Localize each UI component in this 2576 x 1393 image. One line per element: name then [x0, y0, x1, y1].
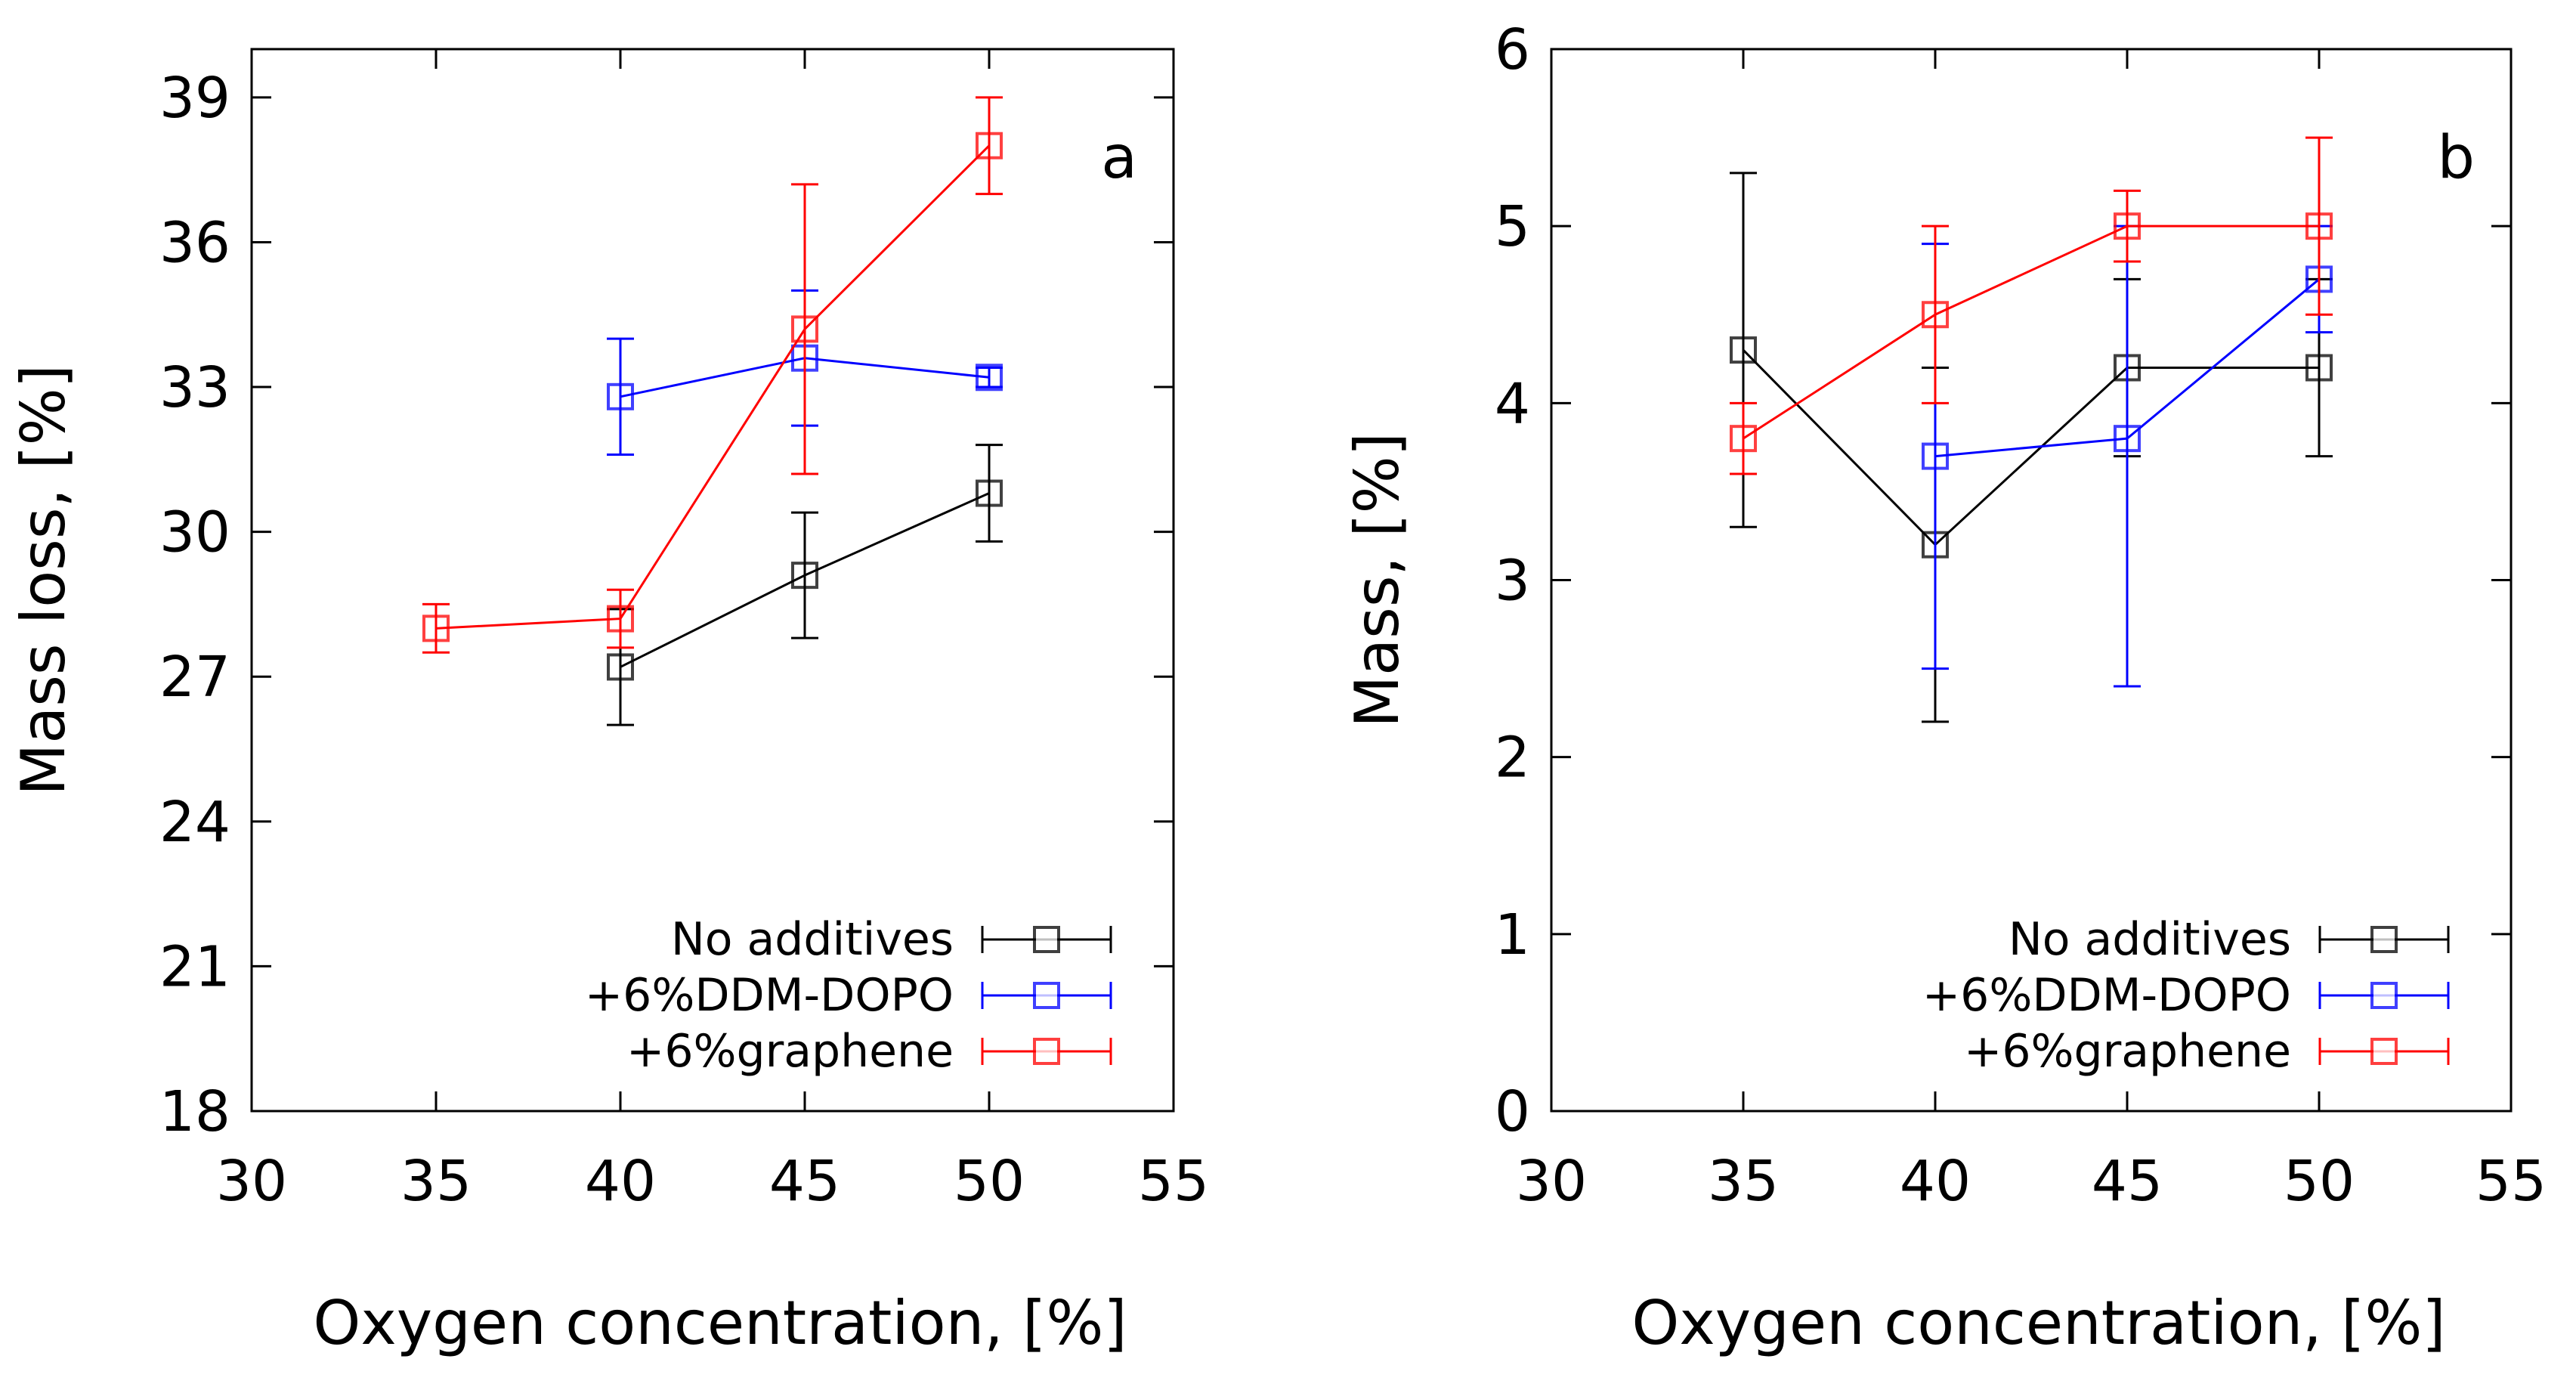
series-no-additives: [607, 444, 1003, 726]
legend-marker: [2370, 982, 2398, 1009]
x-tick-label: 55: [1138, 1149, 1209, 1214]
x-tick-label: 50: [954, 1149, 1025, 1214]
legend-label: +6%DDM-DOPO: [1922, 969, 2291, 1022]
x-tick-label: 35: [400, 1149, 472, 1214]
series--6-graphene: [1730, 136, 2333, 475]
y-tick-label: 24: [159, 790, 230, 855]
y-axis-label: Mass loss, [%]: [8, 364, 79, 796]
chart-panel-a: 30 35 40 45 50 55 18 21 24 27 30 33 36 39 Oxygen conce…: [8, 48, 1209, 1358]
x-axis-label: Oxygen concentration, [%]: [1631, 1288, 2445, 1358]
series--6-ddm-dopo: [1922, 224, 2333, 688]
x-tick-label: 30: [1516, 1149, 1587, 1214]
y-tick-label: 21: [159, 934, 230, 999]
x-tick-label: 45: [2092, 1149, 2163, 1214]
series-line: [435, 144, 991, 630]
y-tick-label: 0: [1495, 1079, 1530, 1144]
x-tick-label: 45: [769, 1149, 840, 1214]
y-axis-label: Mass, [%]: [1342, 432, 1412, 728]
legend-label: +6%graphene: [626, 1025, 954, 1078]
panel-label: a: [1101, 124, 1137, 192]
legend-label: No additives: [2009, 913, 2291, 966]
y-tick-label: 18: [159, 1079, 230, 1144]
y-tick-label: 5: [1495, 194, 1530, 259]
data-point: [1730, 425, 1757, 453]
legend-marker: [1033, 982, 1060, 1009]
y-tick-label: 30: [159, 500, 230, 565]
legend-label: +6%graphene: [1964, 1025, 2291, 1078]
plot-frame: [250, 48, 1175, 1113]
legend: No additives+6%DDM-DOPO+6%graphene: [1922, 913, 2450, 1078]
y-tick-label: 33: [159, 355, 230, 420]
legend-marker: [1033, 926, 1060, 953]
legend-label: No additives: [671, 913, 954, 966]
data-point: [2305, 354, 2333, 382]
data-point: [1730, 336, 1757, 364]
legend-marker: [2370, 926, 2398, 953]
x-axis-label: Oxygen concentration, [%]: [313, 1288, 1127, 1358]
data-point: [1922, 301, 1949, 329]
data-point: [976, 364, 1003, 392]
legend-marker: [2370, 1038, 2398, 1065]
x-tick-label: 40: [1900, 1149, 1971, 1214]
y-tick-label: 36: [159, 210, 230, 275]
series-line: [1743, 224, 2319, 440]
x-tick-label: 55: [2475, 1149, 2547, 1214]
x-tick-label: 40: [585, 1149, 656, 1214]
data-point: [791, 562, 818, 590]
legend-label: +6%DDM-DOPO: [585, 969, 954, 1022]
data-point: [2305, 212, 2333, 240]
y-tick-label: 6: [1495, 17, 1530, 82]
series-line: [1742, 349, 2319, 546]
x-tick-label: 50: [2284, 1149, 2355, 1214]
y-tick-label: 27: [159, 645, 230, 710]
legend: No additives+6%DDM-DOPO+6%graphene: [585, 913, 1112, 1078]
y-tick-label: 4: [1495, 371, 1530, 436]
y-tick-label: 1: [1495, 902, 1530, 967]
x-tick-label: 35: [1708, 1149, 1779, 1214]
data-point: [2114, 212, 2141, 240]
panel-label: b: [2437, 124, 2475, 192]
data-point: [976, 132, 1003, 159]
data-point: [607, 382, 634, 410]
data-point: [791, 315, 818, 343]
series--6-graphene: [422, 96, 1003, 654]
y-tick-label: 2: [1495, 726, 1530, 791]
data-point: [607, 653, 634, 681]
legend-marker: [1033, 1038, 1060, 1065]
y-tick-label: 39: [159, 66, 230, 131]
data-point: [607, 605, 634, 633]
data-point: [1922, 442, 1949, 470]
data-point: [976, 479, 1003, 507]
y-tick-label: 3: [1495, 549, 1530, 614]
data-point: [422, 614, 450, 642]
x-tick-label: 30: [216, 1149, 287, 1214]
data-point: [2114, 425, 2141, 453]
